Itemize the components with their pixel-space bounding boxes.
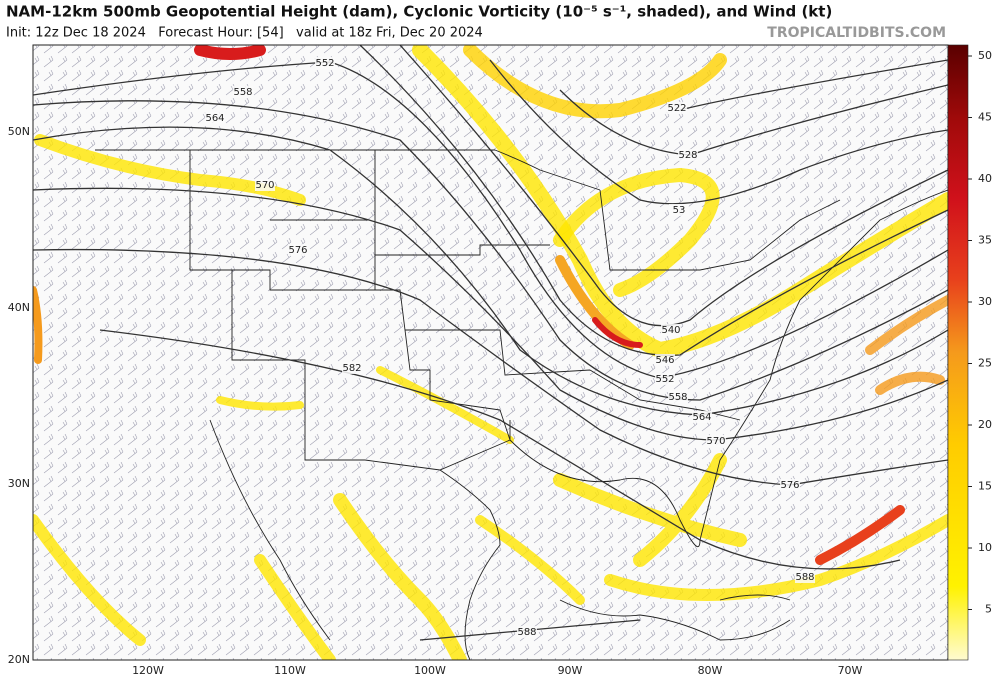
contour-label-bg	[667, 102, 687, 114]
contour-label: 564	[205, 113, 224, 124]
contour-label-bg	[661, 324, 681, 336]
contour-label: 588	[517, 627, 536, 638]
contour-label-bg	[205, 112, 225, 124]
lat-label: 20N	[8, 653, 30, 666]
contour-label: 558	[668, 392, 687, 403]
contour-label: 546	[655, 355, 674, 366]
contour-label-bg	[255, 179, 275, 191]
colorbar-tick-label: 45	[978, 111, 992, 124]
boundaries	[95, 149, 948, 660]
contour-label: 53	[673, 205, 686, 216]
colorbar	[947, 44, 969, 661]
lon-label: 110W	[274, 664, 306, 677]
colorbar-tick-label: 15	[978, 480, 992, 493]
lon-label: 120W	[132, 664, 164, 677]
colorbar-tick-label: 35	[978, 234, 992, 247]
contour-label-bg	[795, 571, 815, 583]
colorbar-tick-label: 30	[978, 295, 992, 308]
contour-label: 528	[678, 150, 697, 161]
lat-label: 50N	[8, 125, 30, 138]
contour-label-bg	[342, 362, 362, 374]
contour-label: 582	[342, 363, 361, 374]
map-area: 552 558 564 570 576 582 522 528 53 540 546 552 558 56…	[33, 45, 948, 660]
brand: TROPICALTIDBITS.COM	[767, 25, 946, 41]
contour-label: 522	[667, 103, 686, 114]
contour-label-bg	[315, 57, 335, 69]
contour-label: 564	[692, 412, 711, 423]
lon-label: 100W	[414, 664, 446, 677]
contour-label-bg	[655, 354, 675, 366]
contour-label: 576	[288, 245, 307, 256]
contour-label-bg	[288, 244, 308, 256]
contour-label-bg	[668, 391, 688, 403]
lat-label: 30N	[8, 477, 30, 490]
subtitle: Init: 12z Dec 18 2024 Forecast Hour: [54…	[6, 26, 483, 41]
height-contours	[33, 45, 948, 641]
colorbar-tick-label: 5	[985, 603, 992, 616]
contour-label-bg	[692, 411, 712, 423]
contour-label-bg	[517, 626, 537, 638]
contour-label: 540	[661, 325, 680, 336]
lon-label: 80W	[698, 664, 723, 677]
title: NAM-12km 500mb Geopotential Height (dam)…	[6, 3, 832, 21]
colorbar-tick-label: 25	[978, 357, 992, 370]
contour-label: 588	[795, 572, 814, 583]
contour-label: 576	[780, 480, 799, 491]
colorbar-tick-label: 40	[978, 172, 992, 185]
contour-label-bg	[669, 204, 689, 216]
colorbar-tick-label: 50	[978, 49, 992, 62]
contour-label-bg	[706, 435, 726, 447]
contour-label-bg	[780, 479, 800, 491]
contour-label: 570	[706, 436, 725, 447]
contour-label: 558	[233, 87, 252, 98]
lon-label: 70W	[838, 664, 863, 677]
contour-label-bg	[233, 86, 253, 98]
contour-label: 570	[255, 180, 274, 191]
lon-label: 90W	[558, 664, 583, 677]
colorbar-tick-label: 10	[978, 541, 992, 554]
contour-label-bg	[655, 373, 675, 385]
contour-label: 552	[655, 374, 674, 385]
contour-label: 552	[315, 58, 334, 69]
lat-label: 40N	[8, 301, 30, 314]
colorbar-tick-label: 20	[978, 418, 992, 431]
contour-label-bg	[678, 149, 698, 161]
